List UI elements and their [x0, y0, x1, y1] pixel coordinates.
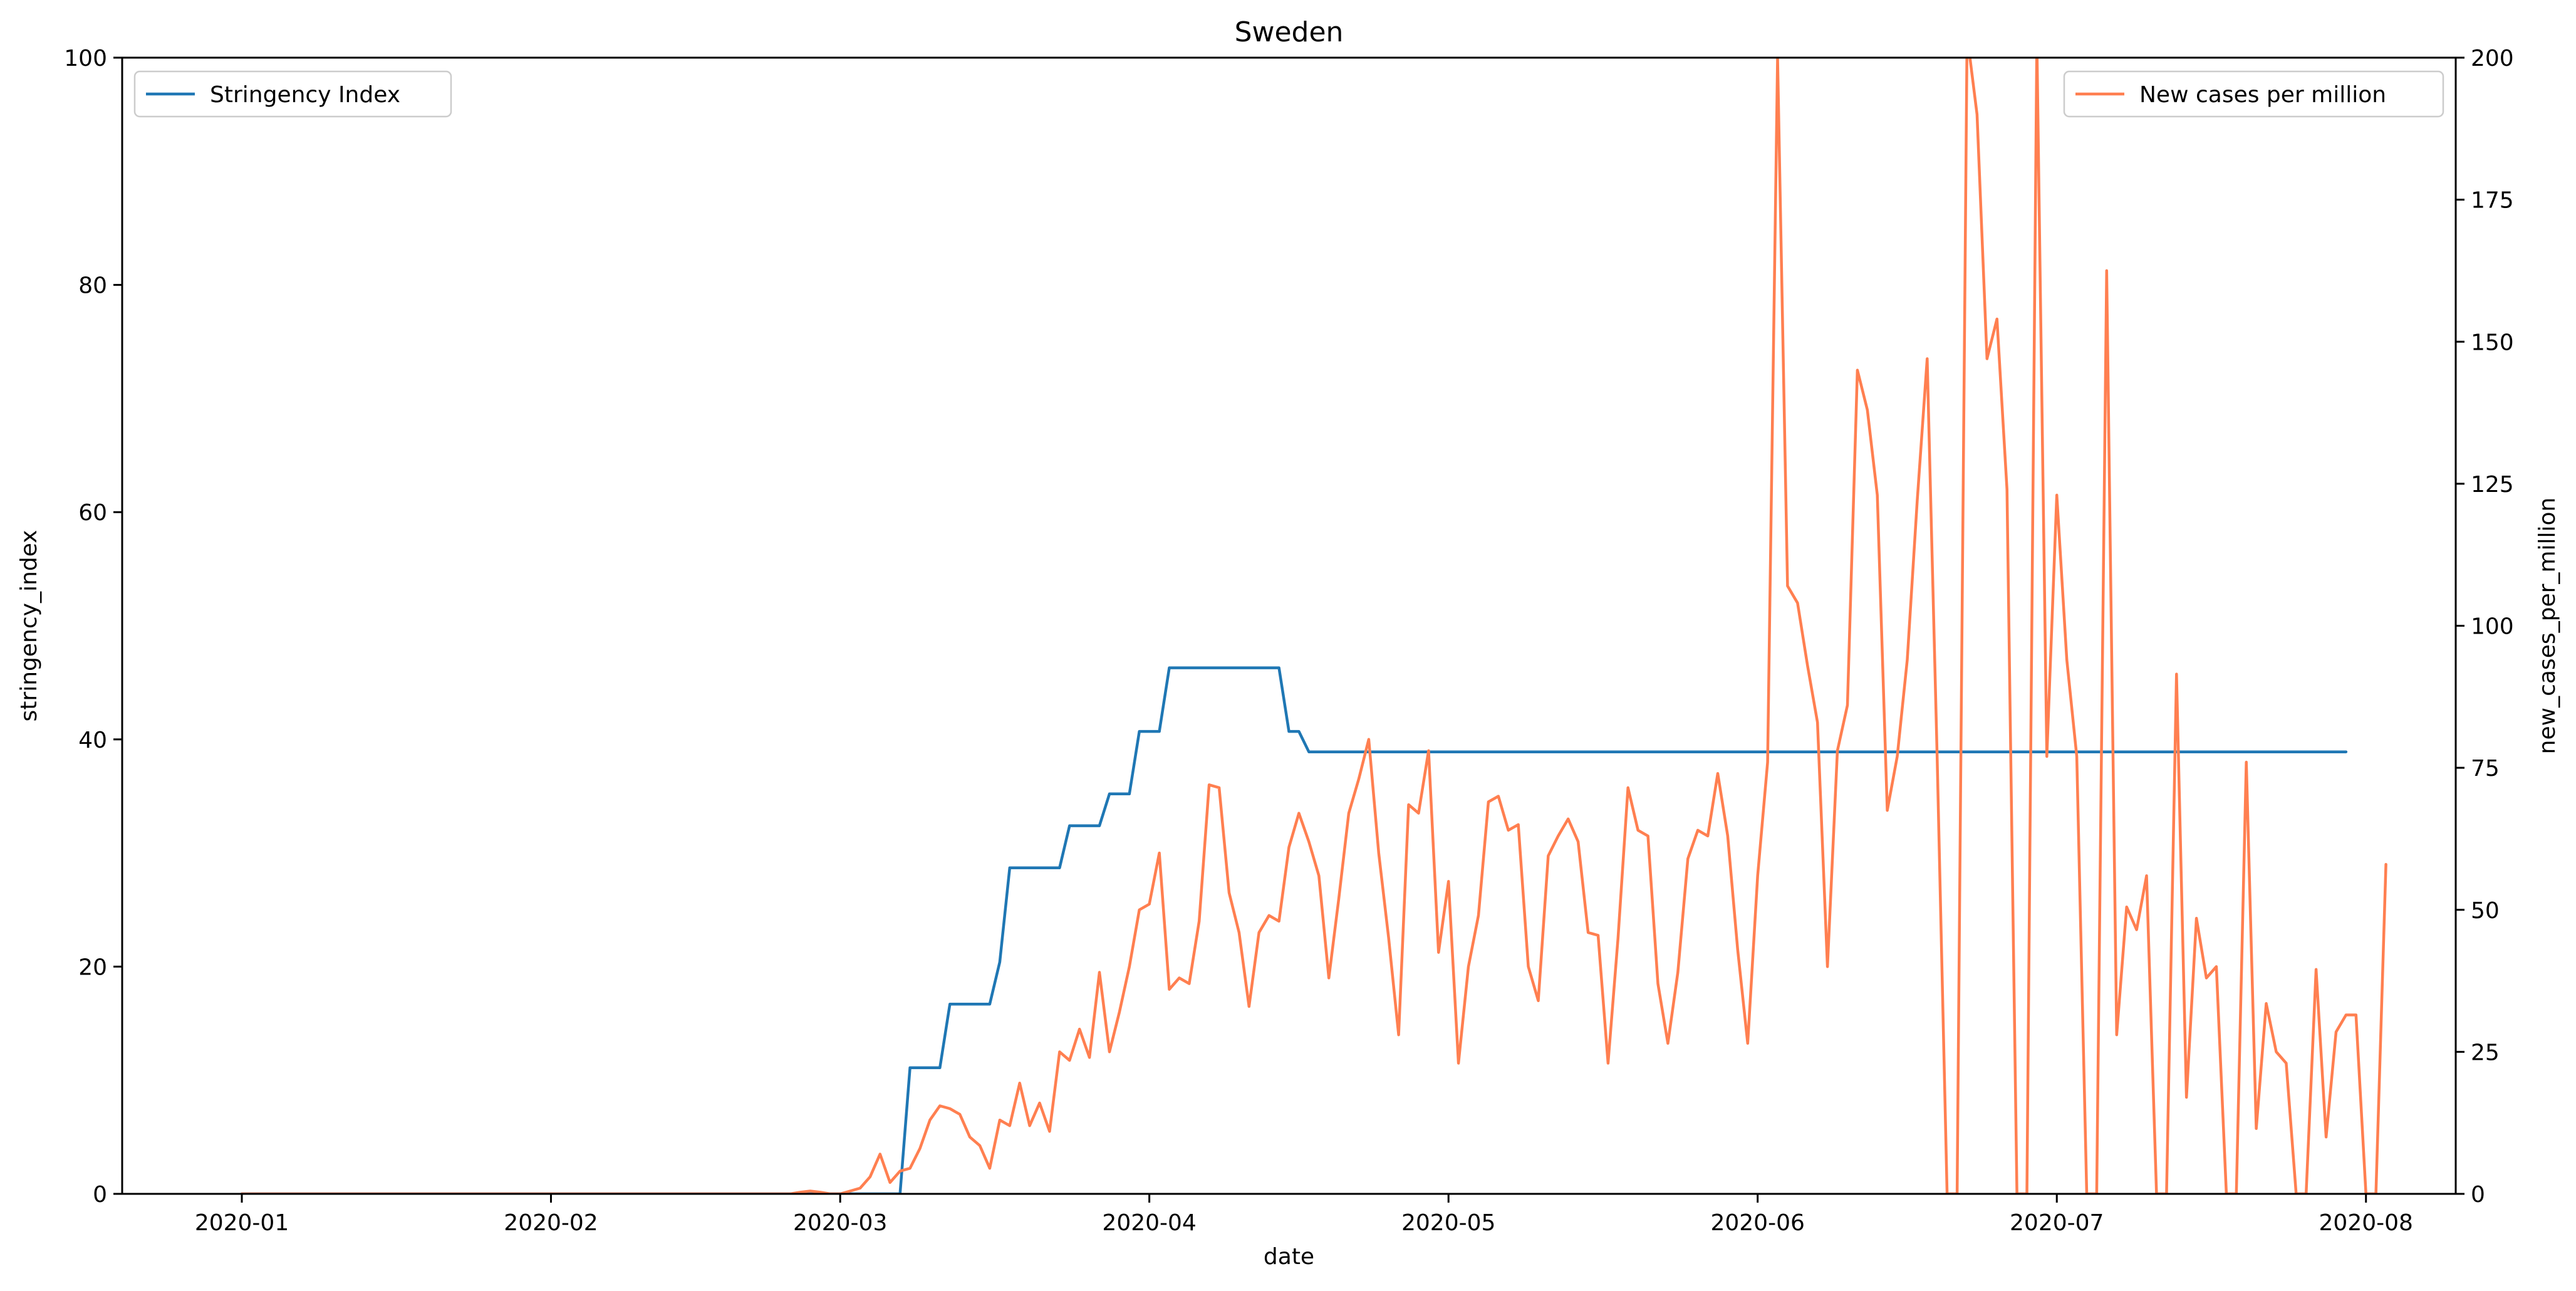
- legend-stringency-label: Stringency Index: [210, 82, 400, 108]
- left-y-axis-label: stringency_index: [16, 530, 42, 722]
- x-tick-label: 2020-03: [793, 1210, 887, 1236]
- chart-title: Sweden: [1235, 16, 1344, 48]
- right-y-tick-label: 50: [2471, 898, 2500, 924]
- left-y-tick-label: 80: [78, 273, 107, 299]
- left-y-axis-ticks: 0 20 40 60 80 100: [64, 46, 122, 1208]
- right-y-tick-label: 200: [2471, 46, 2514, 71]
- right-y-tick-label: 150: [2471, 330, 2514, 355]
- right-y-tick-label: 100: [2471, 614, 2514, 640]
- x-tick-label: 2020-06: [1710, 1210, 1804, 1236]
- right-y-tick-label: 125: [2471, 472, 2514, 498]
- legend-new-cases-label: New cases per million: [2139, 82, 2386, 108]
- left-y-tick-label: 0: [93, 1182, 107, 1208]
- left-y-tick-label: 40: [78, 728, 107, 753]
- right-y-tick-label: 75: [2471, 756, 2500, 781]
- x-tick-label: 2020-05: [1401, 1210, 1495, 1236]
- legend-stringency: Stringency Index: [133, 70, 452, 118]
- x-tick-label: 2020-04: [1102, 1210, 1196, 1236]
- series-line-new-cases-per-million: [240, 58, 2387, 1194]
- x-tick-label: 2020-01: [195, 1210, 289, 1236]
- right-y-tick-label: 0: [2471, 1182, 2485, 1208]
- legend-new-cases-box: [2063, 70, 2444, 118]
- legend-stringency-box: [133, 70, 452, 118]
- right-y-axis-ticks: 0 25 50 75 100 125 150 175 200: [2456, 46, 2514, 1208]
- left-y-tick-label: 20: [78, 954, 107, 980]
- plot-series-group: [240, 58, 2387, 1194]
- right-y-tick-label: 175: [2471, 188, 2514, 214]
- x-axis-ticks: 2020-01 2020-02 2020-03 2020-04 2020-05 2020-…: [195, 1194, 2413, 1236]
- left-y-tick-label: 60: [78, 500, 107, 526]
- x-axis-label: date: [1264, 1244, 1314, 1270]
- right-y-axis-label: new_cases_per_million: [2535, 498, 2560, 755]
- x-tick-label: 2020-02: [504, 1210, 598, 1236]
- axes-frame: [121, 56, 2457, 1195]
- series-line-stringency-index: [240, 666, 2348, 1194]
- x-tick-label: 2020-08: [2319, 1210, 2413, 1236]
- x-tick-label: 2020-07: [2010, 1210, 2104, 1236]
- legend-new-cases: New cases per million: [2063, 70, 2444, 118]
- right-y-tick-label: 25: [2471, 1040, 2500, 1065]
- left-y-tick-label: 100: [64, 46, 107, 71]
